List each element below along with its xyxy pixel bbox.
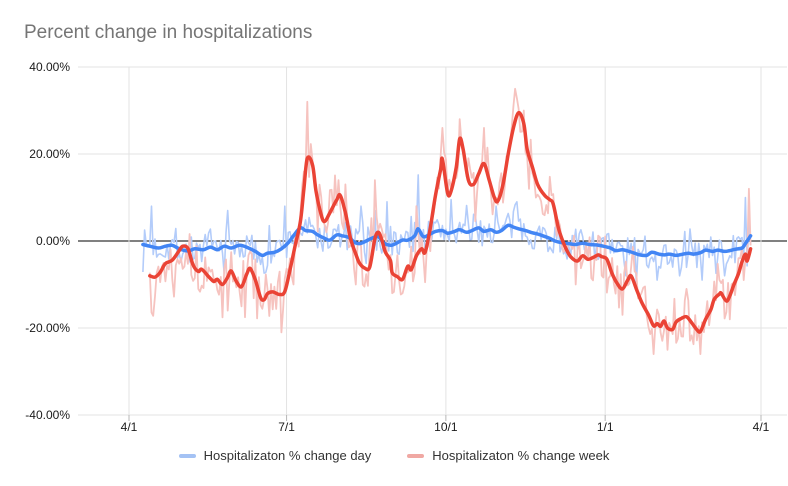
legend-item-week: Hospitalizaton % change week [407, 448, 609, 463]
chart-title: Percent change in hospitalizations [24, 22, 313, 43]
x-axis-tick-label: 4/1 [120, 420, 138, 434]
y-axis-tick-label: -20.00% [25, 321, 70, 335]
legend-label-day: Hospitalizaton % change day [203, 448, 372, 463]
week-raw-line [148, 87, 752, 355]
x-axis-tick-label: 7/1 [278, 420, 295, 434]
day-smoothed-line [141, 223, 753, 258]
legend-item-day: Hospitalizaton % change day [178, 448, 372, 463]
y-axis-tick-label: -40.00% [25, 408, 70, 422]
legend: Hospitalizaton % change day Hospitalizat… [0, 448, 788, 463]
y-axis-tick-label: 0.00% [35, 234, 70, 248]
legend-label-week: Hospitalizaton % change week [432, 448, 610, 463]
y-axis-tick-label: 40.00% [29, 60, 70, 74]
y-axis-tick-label: 20.00% [29, 147, 70, 161]
week-smoothed-line [148, 110, 753, 334]
x-axis-tick-label: 1/1 [596, 420, 614, 434]
day-series-swatch-icon [178, 453, 196, 458]
x-axis-tick-label: 10/1 [434, 420, 458, 434]
week-series-swatch-icon [407, 453, 425, 458]
x-axis-tick-label: 4/1 [752, 420, 770, 434]
